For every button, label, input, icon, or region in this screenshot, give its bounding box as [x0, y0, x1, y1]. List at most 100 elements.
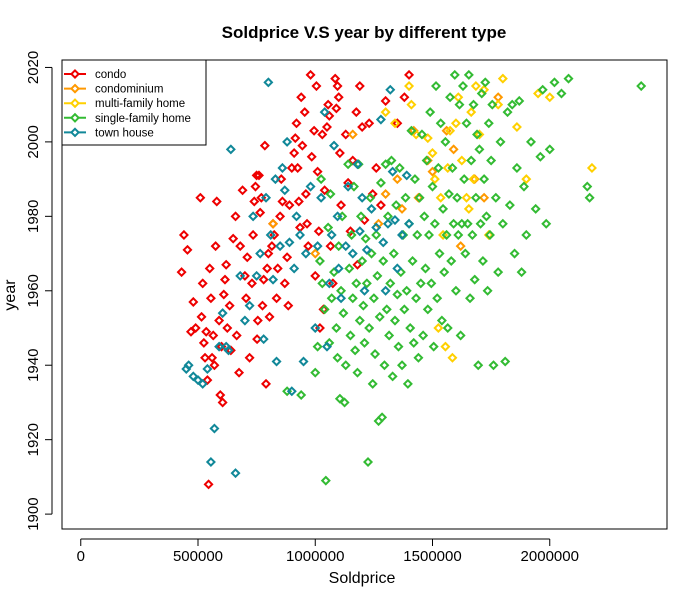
point-single-family-home: [413, 352, 424, 363]
y-tick-label: 1980: [25, 200, 42, 233]
point-single-family-home: [439, 267, 450, 278]
point-town-house: [271, 356, 282, 367]
point-single-family-home: [443, 188, 454, 200]
point-condo: [209, 360, 220, 371]
point-condo: [343, 177, 354, 188]
point-town-house: [235, 270, 246, 281]
point-condominium: [397, 203, 408, 214]
point-condo: [312, 166, 323, 177]
point-town-house: [217, 308, 228, 319]
y-tick-label: 1940: [25, 349, 42, 382]
point-single-family-home: [436, 315, 447, 326]
point-single-family-home: [448, 218, 459, 229]
point-single-family-home: [408, 337, 419, 348]
point-condo: [296, 92, 307, 103]
point-condo: [215, 389, 226, 401]
point-single-family-home: [374, 311, 385, 322]
point-single-family-home: [355, 211, 366, 222]
point-single-family-home: [541, 218, 552, 229]
point-multi-family-home: [427, 148, 438, 159]
point-town-house: [291, 211, 302, 222]
point-town-house: [289, 263, 300, 274]
x-tick-label: 0: [77, 548, 85, 565]
point-single-family-home: [449, 69, 460, 80]
point-condo: [305, 69, 316, 80]
point-condo: [252, 315, 263, 326]
point-single-family-home: [332, 352, 343, 363]
point-single-family-home: [319, 304, 330, 315]
point-condo: [234, 367, 245, 378]
axes-layer: 0 500000 1000000 1500000 2000000 1900 1920 1940…: [25, 51, 579, 565]
point-single-family-home: [525, 136, 537, 147]
point-condo: [218, 289, 229, 300]
point-town-house: [380, 285, 391, 296]
point-multi-family-home: [389, 118, 400, 129]
point-condo: [235, 241, 246, 252]
point-condo: [303, 241, 314, 252]
point-town-house: [286, 386, 297, 397]
point-multi-family-home: [445, 125, 456, 136]
point-town-house: [352, 159, 363, 170]
point-town-house: [263, 77, 274, 88]
point-town-house: [392, 263, 403, 274]
point-single-family-home: [469, 274, 480, 285]
point-condo: [317, 129, 328, 140]
point-single-family-home: [343, 159, 354, 170]
point-single-family-home: [333, 241, 344, 252]
y-tick-label: 2020: [25, 51, 42, 84]
point-condominium: [380, 188, 391, 200]
point-condo: [371, 162, 382, 173]
y-tick-label: 1960: [25, 274, 42, 307]
point-condo: [211, 196, 222, 207]
point-multi-family-home: [463, 203, 474, 214]
point-town-house: [300, 248, 311, 259]
point-town-house: [209, 423, 220, 434]
point-town-house: [316, 192, 327, 203]
point-condo: [364, 118, 375, 129]
point-single-family-home: [296, 389, 307, 401]
point-condo: [404, 69, 415, 80]
point-single-family-home: [452, 192, 463, 203]
point-single-family-home: [584, 192, 595, 203]
point-single-family-home: [466, 155, 477, 166]
point-condo: [292, 162, 303, 173]
point-single-family-home: [450, 285, 461, 296]
point-single-family-home: [386, 155, 397, 166]
x-tick-label: 2000000: [521, 548, 579, 565]
point-single-family-home: [367, 378, 378, 389]
point-condo: [224, 300, 235, 311]
point-town-house: [197, 378, 208, 389]
point-condo: [198, 337, 209, 348]
point-condo: [291, 118, 302, 129]
point-single-family-home: [316, 174, 327, 185]
point-town-house: [294, 229, 306, 240]
point-single-family-home: [338, 308, 349, 319]
plot-frame: [61, 59, 668, 530]
point-condo: [375, 200, 386, 211]
point-town-house: [333, 263, 344, 274]
point-single-family-home: [470, 192, 481, 203]
point-single-family-home: [384, 330, 395, 341]
point-multi-family-home: [447, 352, 458, 363]
point-single-family-home: [419, 211, 430, 222]
point-single-family-home: [344, 263, 355, 274]
point-condo: [357, 121, 368, 133]
point-single-family-home: [435, 118, 446, 129]
point-condo: [208, 330, 219, 341]
point-single-family-home: [482, 285, 493, 296]
point-single-family-home: [426, 278, 437, 289]
point-town-house: [359, 285, 370, 296]
point-single-family-home: [312, 341, 323, 352]
y-tick-label: 1920: [25, 423, 42, 456]
point-multi-family-home: [440, 341, 451, 352]
point-condo: [266, 241, 277, 252]
point-single-family-home: [434, 248, 445, 259]
point-single-family-home: [405, 322, 416, 334]
point-condo: [321, 121, 332, 133]
point-condominium: [455, 241, 466, 252]
point-town-house: [347, 248, 358, 259]
point-condo: [253, 170, 264, 181]
point-single-family-home: [463, 69, 474, 80]
point-multi-family-home: [456, 155, 467, 166]
point-single-family-home: [544, 144, 555, 155]
